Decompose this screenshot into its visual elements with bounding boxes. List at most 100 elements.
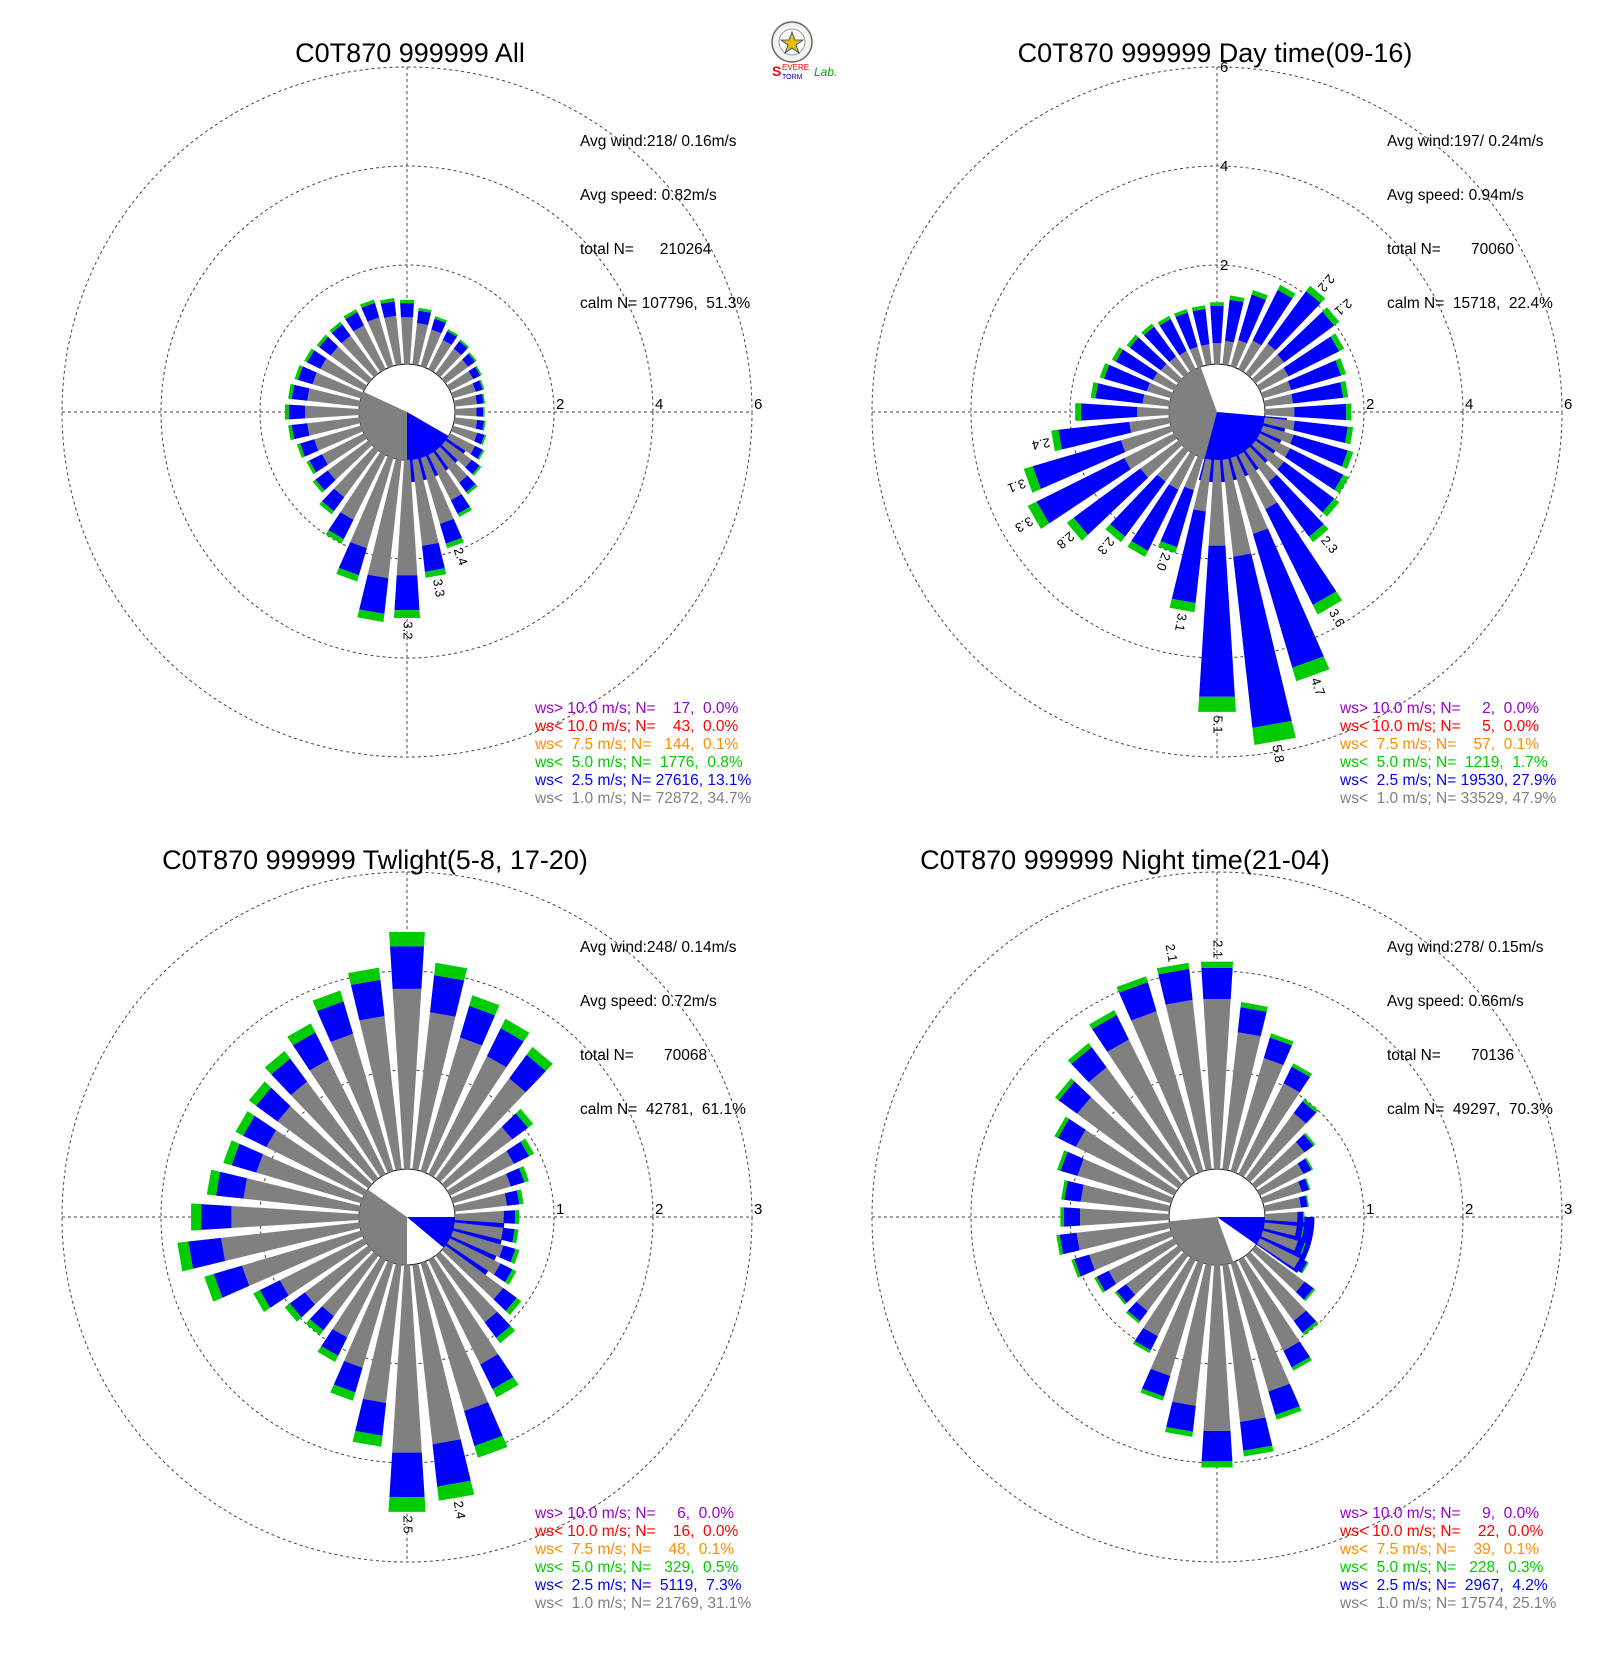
wind-bar-140: [435, 1251, 516, 1344]
bar-segment-blue: [1277, 461, 1335, 513]
bar-segment-gray: [428, 1257, 499, 1365]
bar-segment-blue: [1158, 968, 1193, 1005]
bar-segment-green: [479, 379, 485, 390]
bar-segment-gray: [392, 988, 422, 1170]
bar-segment-gray: [1203, 999, 1231, 1170]
bar-segment-blue: [328, 512, 354, 540]
wind-bar-50: [1251, 307, 1340, 384]
legend-percent: 0.0%: [694, 1505, 735, 1522]
bar-segment-green: [1061, 1180, 1068, 1200]
legend-row: ws> 10.0 m/s; N= 2, 0.0%: [1340, 700, 1540, 717]
legend-row: ws< 1.0 m/s; N= 21769, 31.1%: [535, 1595, 752, 1612]
wind-bar-130: [441, 440, 482, 476]
bar-segment-blue: [1293, 420, 1348, 443]
bar-segment-blue: [350, 979, 385, 1021]
bar-segment-blue: [1119, 982, 1157, 1021]
wind-bar-300: [235, 1111, 367, 1196]
bar-segment-gray: [420, 1037, 482, 1173]
legend-row: ws< 5.0 m/s; N= 1219, 1.7%: [1340, 754, 1548, 771]
bar-segment-green: [1198, 696, 1236, 712]
wind-bar-300: [1111, 347, 1177, 391]
wind-bar-250: [1071, 1230, 1173, 1278]
bar-segment-gray: [367, 317, 394, 368]
bar-segment-blue: [1277, 311, 1335, 363]
wind-bar-170: [412, 458, 447, 578]
legend-count: 17,: [655, 700, 699, 717]
bar-segment-blue: [309, 1306, 334, 1331]
bar-segment-green: [1306, 285, 1326, 304]
wind-bar-220: [319, 446, 379, 515]
bar-segment-green: [360, 299, 375, 308]
grid-ring: [61, 66, 753, 758]
bar-segment-green: [447, 329, 459, 337]
bar-segment-gray: [307, 388, 361, 407]
legend-count: 329,: [651, 1559, 699, 1576]
bar-segment-green: [1090, 382, 1098, 399]
bar-segment-blue: [1143, 326, 1176, 362]
legend-count: 5119,: [651, 1577, 702, 1594]
bar-segment-blue: [439, 518, 462, 544]
calm-gray-sector: [358, 391, 407, 461]
bar-segment-blue: [333, 1361, 363, 1393]
bar-segment-green: [1305, 1195, 1309, 1207]
wind-bar-320: [1067, 1042, 1189, 1183]
bar-segment-blue: [1059, 1232, 1080, 1255]
wind-bar-260: [288, 417, 361, 441]
bar-segment-blue: [1064, 1180, 1084, 1202]
wind-bar-180: [394, 459, 420, 618]
bar-segment-blue: [321, 1329, 348, 1356]
bar-segment-blue: [1288, 360, 1342, 391]
bar-segment-green: [312, 990, 344, 1011]
bar-segment-blue: [1080, 403, 1138, 421]
bar-segment-green: [520, 1138, 535, 1157]
bar-segment-green: [1301, 1226, 1305, 1238]
bar-value-label: 2.4: [451, 545, 471, 567]
bar-segment-gray: [1088, 1067, 1189, 1183]
wind-bar-330: [287, 1023, 386, 1177]
bar-segment-gray: [1257, 1238, 1300, 1269]
wind-bar-90: [1264, 1211, 1305, 1223]
bar-segment-gray: [1238, 452, 1278, 510]
bar-segment-gray: [322, 1251, 379, 1317]
wind-bar-330: [343, 309, 386, 372]
bar-segment-gray: [1080, 1184, 1171, 1212]
bar-segment-gray: [332, 1257, 386, 1338]
bar-segment-gray: [1169, 452, 1196, 490]
bar-segment-green: [394, 610, 420, 618]
bar-segment-gray: [1263, 417, 1295, 431]
legend-count: 16,: [655, 1523, 699, 1540]
bar-segment-green: [468, 352, 477, 362]
bar-segment-green: [475, 365, 482, 376]
bar-segment-gray: [1230, 340, 1247, 368]
legend-row: ws< 7.5 m/s; N= 57, 0.1%: [1340, 736, 1540, 753]
bar-segment-gray: [367, 458, 402, 579]
bar-segment-blue: [297, 366, 317, 385]
legend-percent: 27.9%: [1512, 772, 1557, 789]
bar-segment-blue: [188, 1237, 226, 1269]
bar-segment-gray: [1222, 340, 1234, 366]
wind-bar-220: [305, 1251, 379, 1336]
total-n-value: 70136: [1471, 1047, 1515, 1064]
bar-segment-blue: [462, 353, 476, 367]
ring-label-east: 6: [1564, 396, 1572, 413]
bar-segment-green: [1322, 498, 1340, 517]
bar-segment-blue: [331, 324, 351, 344]
bar-segment-blue: [400, 303, 414, 318]
bar-segment-gray: [1245, 446, 1277, 482]
bar-segment-green: [1125, 1310, 1141, 1324]
bar-segment-gray: [451, 425, 478, 442]
wind-bar-180: [1198, 459, 1236, 712]
bar-segment-green: [330, 1384, 356, 1401]
legend-percent: 0.0%: [698, 718, 739, 735]
wind-bar-310: [316, 334, 373, 384]
bar-segment-gray: [1245, 343, 1276, 378]
bar-segment-gray: [1137, 407, 1170, 417]
bar-segment-gray: [350, 456, 394, 549]
bar-segment-blue: [1297, 1211, 1304, 1223]
bar-segment-gray: [1201, 344, 1212, 366]
bar-segment-blue: [1233, 553, 1292, 728]
bar-segment-blue: [1058, 1081, 1092, 1114]
bar-segment-green: [1334, 474, 1349, 494]
wind-bar-50: [441, 352, 477, 384]
bar-segment-gray: [1261, 1181, 1302, 1204]
